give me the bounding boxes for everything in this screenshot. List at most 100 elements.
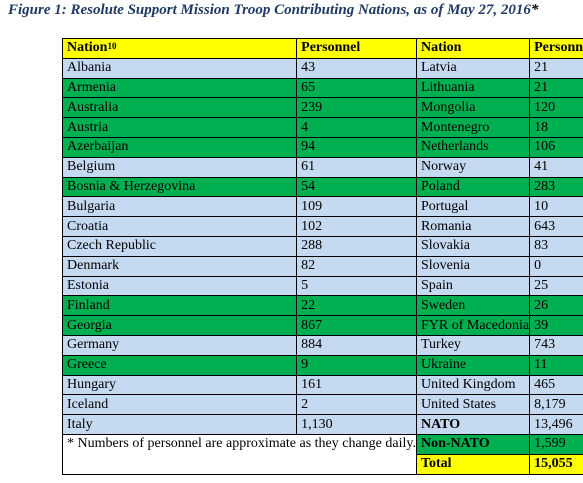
- nation-cell: Italy: [61, 414, 298, 435]
- nation-cell: Ukraine: [415, 354, 531, 376]
- personnel-cell: 21: [529, 77, 583, 99]
- personnel-cell: 743: [529, 334, 583, 356]
- personnel-cell: 5: [296, 275, 417, 297]
- nato-value: 13,496: [529, 414, 583, 435]
- personnel-cell: 41: [529, 156, 583, 178]
- table-row: Hungary 161 United Kingdom 465: [61, 374, 583, 396]
- nation-cell: Greece: [61, 354, 298, 376]
- nation-cell: Bosnia & Herzegovina: [61, 176, 298, 198]
- personnel-cell: 94: [296, 136, 417, 158]
- nation-cell: Austria: [61, 117, 298, 138]
- nation-cell: Armenia: [61, 77, 298, 99]
- table-row: Denmark 82 Slovenia 0: [61, 255, 583, 277]
- nation-cell: Sweden: [415, 295, 531, 317]
- nation-cell: Poland: [415, 176, 531, 198]
- troop-table: Nation10 Personnel Nation Personnel Alba…: [61, 38, 583, 475]
- table-row: Belgium 61 Norway 41: [61, 156, 583, 178]
- table-row: Australia 239 Mongolia 120: [61, 97, 583, 119]
- table-row: Armenia 65 Lithuania 21: [61, 77, 583, 99]
- personnel-cell: 82: [296, 255, 417, 277]
- table-row: * Numbers of personnel are approximate a…: [62, 433, 583, 475]
- nation-cell: Montenegro: [415, 117, 531, 138]
- nation-cell: Norway: [415, 156, 531, 178]
- personnel-cell: 8,179: [529, 394, 583, 416]
- table-row: Albania 43 Latvia 21: [61, 57, 583, 79]
- nation-cell: Latvia: [415, 57, 531, 79]
- personnel-cell: 465: [529, 374, 583, 396]
- table-row: Total 15,055: [63, 453, 583, 475]
- table-row: Finland 22 Sweden 26: [61, 295, 583, 317]
- personnel-cell: 2: [296, 394, 417, 416]
- personnel-cell: 43: [296, 57, 417, 79]
- header-row: Nation10 Personnel Nation Personnel: [61, 38, 583, 59]
- personnel-cell: 106: [529, 136, 583, 158]
- nation-cell: Slovakia: [415, 235, 531, 257]
- personnel-cell: 288: [296, 235, 417, 257]
- nation-cell: Denmark: [61, 255, 298, 277]
- personnel-cell: 83: [529, 235, 583, 257]
- table-row: Georgia 867 FYR of Macedonia 39: [61, 315, 583, 336]
- personnel-cell: 39: [529, 315, 583, 336]
- personnel-cell: 26: [529, 295, 583, 317]
- personnel-cell: 54: [296, 176, 417, 198]
- personnel-cell: 22: [296, 295, 417, 317]
- personnel-cell: 65: [296, 77, 417, 99]
- personnel-cell: 161: [296, 374, 417, 396]
- personnel-header: Personnel: [296, 38, 417, 59]
- table-row: Italy 1,130 NATO 13,496: [61, 414, 583, 435]
- non-nato-label: Non-NATO: [415, 433, 531, 455]
- personnel-cell: 867: [296, 315, 417, 336]
- table-row: Greece 9 Ukraine 11: [61, 354, 583, 376]
- table-row: Azerbaijan 94 Netherlands 106: [61, 136, 583, 158]
- personnel-cell: 21: [529, 57, 583, 79]
- total-value: 15,055: [529, 453, 583, 475]
- nation-cell: Croatia: [61, 216, 298, 237]
- total-label: Total: [415, 453, 531, 475]
- nation-cell: Bulgaria: [61, 196, 298, 218]
- nation-header: Nation10: [61, 38, 298, 59]
- personnel-cell: 643: [529, 216, 583, 237]
- non-nato-value: 1,599: [529, 433, 583, 455]
- nation-cell: Azerbaijan: [61, 136, 298, 158]
- nation-cell: Belgium: [61, 156, 298, 178]
- personnel-cell: 1,130: [296, 414, 417, 435]
- table-row: Croatia 102 Romania 643: [61, 216, 583, 237]
- nation-cell: United Kingdom: [415, 374, 531, 396]
- nation-cell: Netherlands: [415, 136, 531, 158]
- nation-cell: Australia: [61, 97, 298, 119]
- figure-title-text: Figure 1: Resolute Support Mission Troop…: [8, 2, 531, 18]
- table-row: Bulgaria 109 Portugal 10: [61, 196, 583, 218]
- figure-title: Figure 1: Resolute Support Mission Troop…: [8, 2, 538, 19]
- personnel-cell: 120: [529, 97, 583, 119]
- personnel-cell: 18: [529, 117, 583, 138]
- nation-header-2: Nation: [415, 38, 531, 59]
- footnote: * Numbers of personnel are approximate a…: [62, 433, 417, 475]
- nation-cell: Iceland: [61, 394, 298, 416]
- nation-cell: FYR of Macedonia: [415, 315, 531, 336]
- troop-table-body: Nation10 Personnel Nation Personnel Alba…: [61, 38, 583, 475]
- personnel-cell: 0: [529, 255, 583, 277]
- nation-cell: Estonia: [61, 275, 298, 297]
- personnel-cell: 10: [529, 196, 583, 218]
- nation-cell: Georgia: [61, 315, 298, 336]
- title-asterisk: *: [530, 2, 539, 18]
- personnel-cell: 25: [529, 275, 583, 297]
- nato-label: NATO: [415, 414, 531, 435]
- nation-cell: Finland: [61, 295, 298, 317]
- nation-cell: Turkey: [415, 334, 531, 356]
- table-row: Bosnia & Herzegovina 54 Poland 283: [61, 176, 583, 198]
- personnel-cell: 11: [529, 354, 583, 376]
- nation-cell: Hungary: [61, 374, 298, 396]
- nation-cell: Mongolia: [415, 97, 531, 119]
- nation-cell: Germany: [61, 334, 298, 356]
- nation-cell: Spain: [415, 275, 531, 297]
- personnel-cell: 239: [296, 97, 417, 119]
- nation-cell: United States: [415, 394, 531, 416]
- nation-cell: Portugal: [415, 196, 531, 218]
- personnel-cell: 109: [296, 196, 417, 218]
- personnel-cell: 4: [296, 117, 417, 138]
- table-row: Czech Republic 288 Slovakia 83: [61, 235, 583, 257]
- nation-cell: Slovenia: [415, 255, 531, 277]
- nation-cell: Albania: [61, 57, 298, 79]
- personnel-cell: 283: [529, 176, 583, 198]
